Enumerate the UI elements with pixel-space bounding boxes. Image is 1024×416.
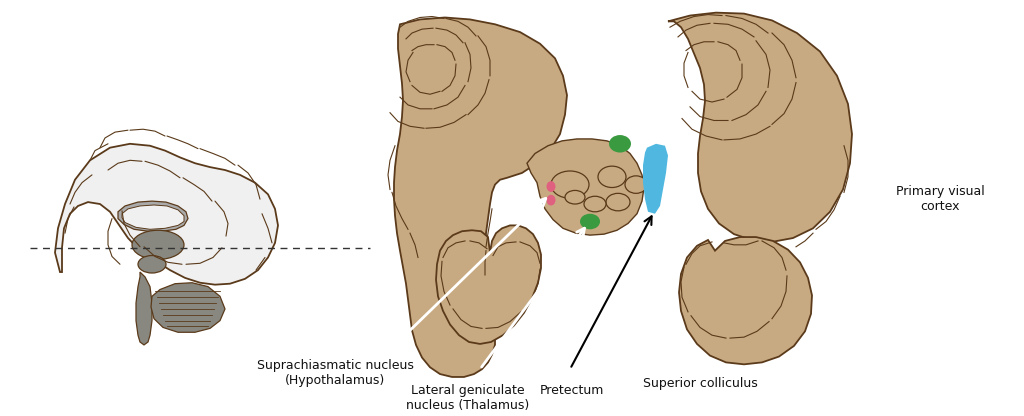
Polygon shape [436, 225, 541, 344]
Text: Lateral geniculate
nucleus (Thalamus): Lateral geniculate nucleus (Thalamus) [407, 384, 529, 412]
Ellipse shape [551, 171, 589, 198]
Ellipse shape [132, 230, 184, 260]
Ellipse shape [584, 196, 606, 212]
Polygon shape [643, 144, 668, 214]
Ellipse shape [580, 214, 600, 229]
Ellipse shape [547, 195, 555, 206]
Polygon shape [527, 139, 644, 235]
Polygon shape [55, 144, 278, 285]
Ellipse shape [547, 181, 555, 192]
Ellipse shape [565, 191, 585, 204]
Polygon shape [668, 12, 852, 242]
Ellipse shape [551, 171, 589, 198]
Ellipse shape [598, 166, 626, 188]
Text: Pretectum: Pretectum [540, 384, 604, 397]
Text: Primary visual
cortex: Primary visual cortex [896, 185, 984, 213]
Ellipse shape [565, 191, 585, 204]
Ellipse shape [606, 193, 630, 211]
Ellipse shape [138, 255, 166, 273]
Text: Superior colliculus: Superior colliculus [643, 377, 758, 390]
Ellipse shape [598, 166, 626, 188]
Polygon shape [394, 17, 567, 377]
Ellipse shape [625, 176, 647, 193]
Polygon shape [151, 283, 225, 332]
Ellipse shape [609, 135, 631, 153]
Polygon shape [118, 201, 188, 231]
Polygon shape [679, 237, 812, 364]
Ellipse shape [606, 193, 630, 211]
Text: Suprachiasmatic nucleus
(Hypothalamus): Suprachiasmatic nucleus (Hypothalamus) [257, 359, 414, 387]
Polygon shape [122, 205, 184, 229]
Ellipse shape [584, 196, 606, 212]
Polygon shape [136, 272, 152, 345]
Ellipse shape [625, 176, 647, 193]
